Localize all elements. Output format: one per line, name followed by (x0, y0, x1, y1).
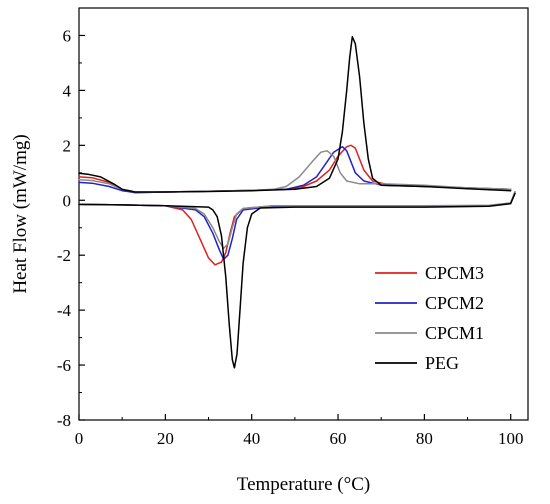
y-tick-label: -2 (57, 246, 71, 265)
series-line-cpcm3-heating (78, 144, 512, 194)
series-lines (78, 36, 516, 369)
y-tick-label: 0 (63, 191, 72, 210)
x-tick-label: 20 (157, 429, 174, 448)
x-tick-label: 80 (416, 429, 433, 448)
axis-ticks: 0 20 40 60 80 100 -8 -6 -4 -2 0 2 4 6 (57, 26, 524, 448)
y-tick-label: -6 (57, 356, 71, 375)
y-tick-label: -4 (57, 301, 72, 320)
legend-label-peg: PEG (425, 353, 459, 373)
plot-frame (78, 7, 529, 421)
y-tick-label: 2 (63, 136, 72, 155)
x-tick-label: 0 (75, 429, 84, 448)
x-tick-label: 60 (330, 429, 347, 448)
y-tick-label: -8 (57, 411, 71, 430)
x-axis-title: Temperature (°C) (237, 474, 370, 495)
legend: CPCM3 CPCM2 CPCM1 PEG (375, 263, 484, 373)
plot-area (78, 7, 529, 421)
legend-label-cpcm3: CPCM3 (425, 263, 484, 283)
series-line-cpcm1-heating (78, 150, 512, 193)
x-tick-label: 40 (243, 429, 260, 448)
series-line-peg-heating (78, 36, 512, 193)
series-line-cpcm3-cooling (78, 191, 516, 266)
series-line-cpcm1-cooling (78, 191, 516, 250)
y-tick-label: 4 (63, 81, 72, 100)
series-line-cpcm2-heating (78, 145, 512, 194)
series-line-cpcm2-cooling (78, 191, 516, 261)
series-line-peg-cooling (78, 192, 516, 369)
legend-label-cpcm2: CPCM2 (425, 293, 484, 313)
x-tick-label: 100 (498, 429, 524, 448)
y-tick-label: 6 (63, 26, 72, 45)
y-axis-title: Heat Flow (mW/mg) (10, 134, 31, 293)
legend-label-cpcm1: CPCM1 (425, 323, 484, 343)
